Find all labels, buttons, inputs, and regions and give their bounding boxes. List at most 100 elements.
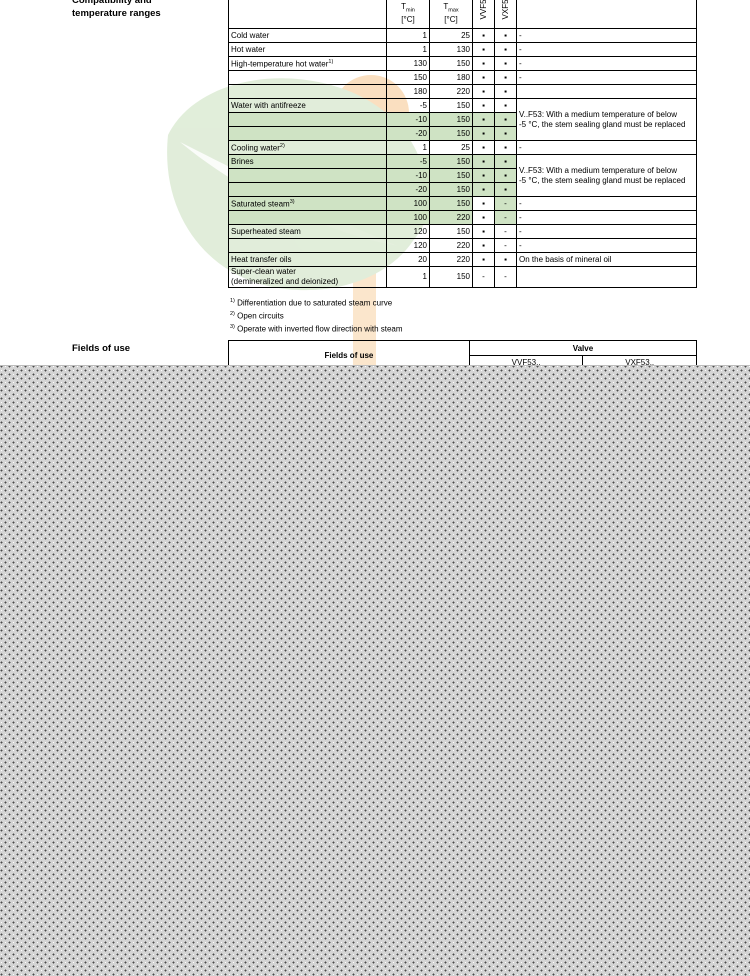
row-medium-name: Super-clean water (demineralized and dei…: [228, 266, 387, 288]
row-tmin: -20: [386, 182, 430, 197]
table-row: Saturated steam3) 100 150 ▪ - -: [228, 196, 697, 211]
row-tmax: 150: [429, 182, 473, 197]
row-medium-name-line2: (demineralized and deionized): [231, 277, 339, 286]
row-tmax: 180: [429, 70, 473, 85]
footnote-marker: 3): [230, 324, 235, 331]
header-col-vxf53-label: VXF53: [501, 0, 510, 20]
header-tmin-unit: [°C]: [401, 15, 415, 25]
row-tmax: 130: [429, 42, 473, 57]
row-note-antifreeze-line2: -5 °C, the stem sealing gland must be re…: [519, 119, 686, 129]
row-vvf53-mark: ▪: [472, 84, 495, 99]
row-tmax: 25: [429, 140, 473, 155]
row-medium-name-text: Cooling water: [231, 143, 280, 153]
row-tmax: 150: [429, 112, 473, 127]
section-label-compatibility-line1: Compatibility and: [72, 0, 152, 6]
row-tmin: 130: [386, 56, 430, 71]
row-vvf53-mark: ▪: [472, 252, 495, 267]
row-tmin: 1: [386, 42, 430, 57]
row-tmax: 220: [429, 252, 473, 267]
row-vvf53-mark: ▪: [472, 224, 495, 239]
row-footnote-marker: 3): [289, 199, 295, 206]
table-row: 150 180 ▪ ▪ -: [228, 70, 697, 85]
row-vxf53-mark: ▪: [494, 70, 517, 85]
footnote-text: Open circuits: [237, 311, 284, 321]
row-vxf53-mark: ▪: [494, 252, 517, 267]
table-row: Heat transfer oils 20 220 ▪ ▪ On the bas…: [228, 252, 697, 267]
table-row: 180 220 ▪ ▪: [228, 84, 697, 99]
row-note: -: [516, 70, 697, 85]
media-compatibility-table: range VVF53 VXF53 Tmin [°C] Tmax [°C]: [228, 0, 697, 288]
row-vxf53-mark: -: [494, 224, 517, 239]
table-row: 100 220 ▪ - -: [228, 210, 697, 225]
row-vvf53-mark: ▪: [472, 140, 495, 155]
row-tmin: -20: [386, 126, 430, 141]
row-vvf53-mark: ▪: [472, 238, 495, 253]
row-medium-name: Water with antifreeze: [228, 98, 387, 113]
row-note: [516, 266, 697, 288]
row-vxf53-mark: -: [494, 196, 517, 211]
table-row: Hot water 1 130 ▪ ▪ -: [228, 42, 697, 57]
row-medium-name: [228, 84, 387, 99]
row-tmax: 25: [429, 28, 473, 43]
row-note-brines-line2: -5 °C, the stem sealing gland must be re…: [519, 175, 686, 185]
row-note: -: [516, 42, 697, 57]
footnote-marker: 1): [230, 298, 235, 304]
footnote-item: 2) Open circuits: [230, 309, 650, 322]
row-vvf53-mark: ▪: [472, 28, 495, 43]
footnote-marker: 2): [230, 311, 235, 318]
row-vvf53-mark: ▪: [472, 196, 495, 211]
row-tmin: 180: [386, 84, 430, 99]
row-note: -: [516, 196, 697, 211]
row-vvf53-mark: -: [472, 266, 495, 288]
footnote-item: 1) Differentiation due to saturated stea…: [230, 296, 650, 309]
row-tmin: -5: [386, 154, 430, 169]
row-vvf53-mark: ▪: [472, 210, 495, 225]
row-note: On the basis of mineral oil: [516, 252, 697, 267]
row-note: -: [516, 140, 697, 155]
row-note-brines-line1: V..F53: With a medium temperature of bel…: [519, 165, 677, 175]
row-note: -: [516, 224, 697, 239]
row-medium-name: [228, 238, 387, 253]
row-tmin: 100: [386, 210, 430, 225]
row-tmin: 120: [386, 224, 430, 239]
row-vvf53-mark: ▪: [472, 168, 495, 183]
row-footnote-marker: 1): [328, 59, 334, 66]
row-tmax: 150: [429, 126, 473, 141]
row-note-antifreeze: V..F53: With a medium temperature of bel…: [516, 98, 697, 141]
row-tmin: 150: [386, 70, 430, 85]
row-note: -: [516, 210, 697, 225]
fields-header-valve: Valve: [468, 340, 698, 356]
header-tmax-symbol: T: [443, 1, 449, 11]
row-note: -: [516, 28, 697, 43]
header-tmin-subscript: min: [406, 7, 415, 14]
table-row: Super-clean water (demineralized and dei…: [228, 266, 697, 288]
row-tmax: 150: [429, 98, 473, 113]
header-tmin: Tmin [°C]: [386, 0, 430, 29]
row-tmax: 150: [429, 56, 473, 71]
cutoff-overlay: [0, 365, 750, 976]
row-vxf53-mark: ▪: [494, 182, 517, 197]
fields-header-row: Fields of use Valve: [228, 340, 698, 370]
row-vxf53-mark: -: [494, 238, 517, 253]
table-row: Water with antifreeze -5 150 ▪ ▪ V..F53:…: [228, 98, 697, 141]
header-notes-blank: [516, 0, 697, 29]
section-label-compatibility: Compatibility and temperature ranges: [72, 0, 222, 20]
footnote-text: Operate with inverted flow direction wit…: [237, 324, 403, 334]
row-medium-name-text: Saturated steam: [231, 199, 290, 209]
row-tmin: 1: [386, 140, 430, 155]
header-col-vxf53: VXF53: [494, 0, 517, 29]
cutoff-overlay-edge: [0, 365, 750, 366]
table-row: Superheated steam 120 150 ▪ - -: [228, 224, 697, 239]
row-vxf53-mark: ▪: [494, 42, 517, 57]
row-medium-name: [228, 168, 387, 183]
row-medium-name: Cooling water2): [228, 140, 387, 155]
row-vxf53-mark: ▪: [494, 56, 517, 71]
row-vxf53-mark: ▪: [494, 112, 517, 127]
row-tmax: 220: [429, 84, 473, 99]
header-tmax: Tmax [°C]: [429, 0, 473, 29]
row-medium-name: [228, 182, 387, 197]
row-medium-name: [228, 70, 387, 85]
row-note: -: [516, 238, 697, 253]
footnote-item: 3) Operate with inverted flow direction …: [230, 322, 650, 335]
row-tmax: 150: [429, 154, 473, 169]
